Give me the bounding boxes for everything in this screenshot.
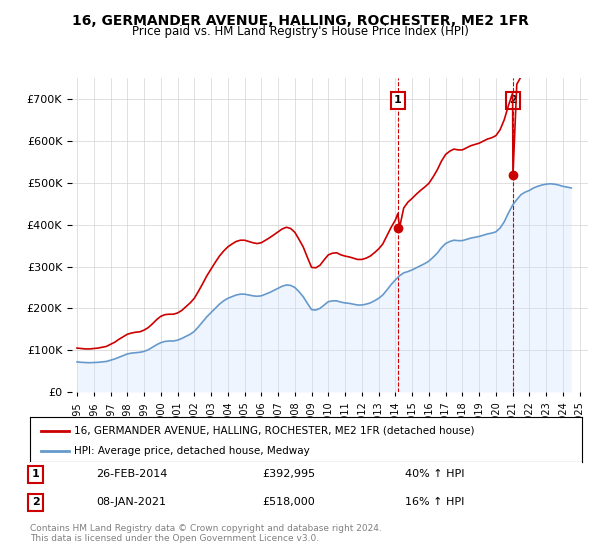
Text: 2: 2 — [32, 497, 40, 507]
Text: 26-FEB-2014: 26-FEB-2014 — [96, 469, 167, 479]
Text: 1: 1 — [32, 469, 40, 479]
Text: HPI: Average price, detached house, Medway: HPI: Average price, detached house, Medw… — [74, 446, 310, 456]
Text: £392,995: £392,995 — [262, 469, 315, 479]
Text: 16, GERMANDER AVENUE, HALLING, ROCHESTER, ME2 1FR: 16, GERMANDER AVENUE, HALLING, ROCHESTER… — [71, 14, 529, 28]
Text: 2: 2 — [509, 95, 517, 105]
Text: Price paid vs. HM Land Registry's House Price Index (HPI): Price paid vs. HM Land Registry's House … — [131, 25, 469, 38]
Text: 1: 1 — [394, 95, 402, 105]
Text: 16% ↑ HPI: 16% ↑ HPI — [406, 497, 465, 507]
Text: 16, GERMANDER AVENUE, HALLING, ROCHESTER, ME2 1FR (detached house): 16, GERMANDER AVENUE, HALLING, ROCHESTER… — [74, 426, 475, 436]
Text: £518,000: £518,000 — [262, 497, 314, 507]
Text: Contains HM Land Registry data © Crown copyright and database right 2024.
This d: Contains HM Land Registry data © Crown c… — [30, 524, 382, 543]
Text: 40% ↑ HPI: 40% ↑ HPI — [406, 469, 465, 479]
Text: 08-JAN-2021: 08-JAN-2021 — [96, 497, 166, 507]
